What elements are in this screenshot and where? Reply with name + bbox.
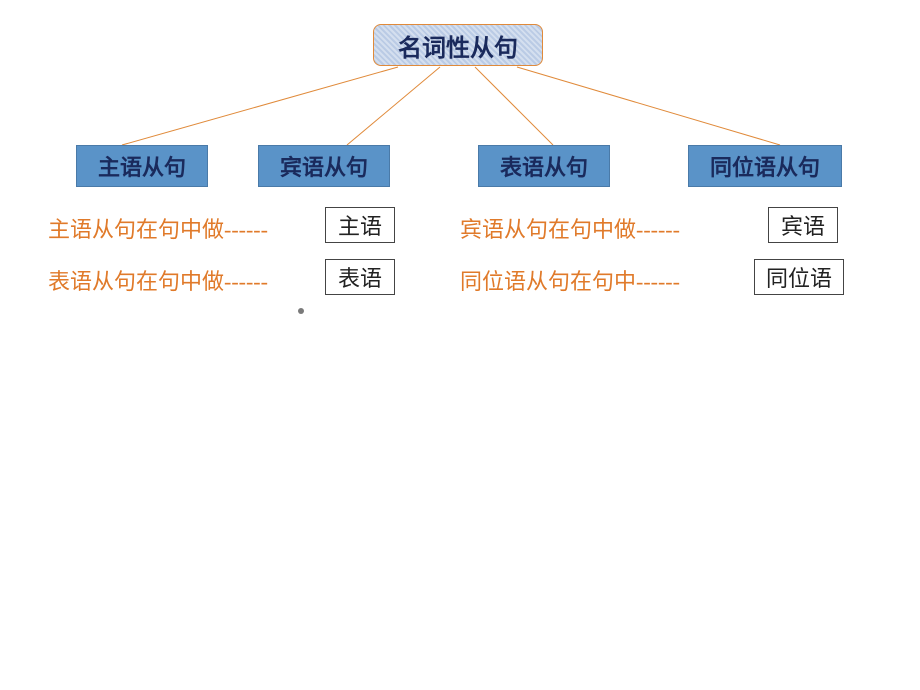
line-to-child-2 [347, 67, 440, 145]
sentence-predicative: 表语从句在句中做------ [48, 264, 268, 296]
sentence-subject: 主语从句在句中做------ [48, 212, 268, 244]
connector-lines [0, 0, 920, 690]
answer-text: 表语 [338, 261, 382, 293]
answer-subject: 主语 [325, 207, 395, 243]
line-to-child-4 [517, 67, 780, 145]
decorative-dot [298, 308, 304, 314]
sentence-object: 宾语从句在句中做------ [460, 212, 680, 244]
answer-predicative: 表语 [325, 259, 395, 295]
child-label: 宾语从句 [280, 150, 368, 182]
answer-appositive: 同位语 [754, 259, 844, 295]
answer-text: 主语 [338, 209, 382, 241]
line-to-child-1 [122, 67, 398, 145]
sentence-appositive: 同位语从句在句中------ [460, 264, 680, 296]
root-label: 名词性从句 [398, 28, 518, 63]
answer-object: 宾语 [768, 207, 838, 243]
child-label: 主语从句 [98, 150, 186, 182]
answer-text: 同位语 [766, 261, 832, 293]
child-node-appositive: 同位语从句 [688, 145, 842, 187]
answer-text: 宾语 [781, 209, 825, 241]
diagram-canvas: 名词性从句 主语从句 宾语从句 表语从句 同位语从句 主语从句在句中做-----… [0, 0, 920, 690]
child-node-predicative: 表语从句 [478, 145, 610, 187]
child-label: 同位语从句 [710, 150, 820, 182]
child-node-object: 宾语从句 [258, 145, 390, 187]
line-to-child-3 [475, 67, 553, 145]
child-label: 表语从句 [500, 150, 588, 182]
child-node-subject: 主语从句 [76, 145, 208, 187]
root-node: 名词性从句 [373, 24, 543, 66]
